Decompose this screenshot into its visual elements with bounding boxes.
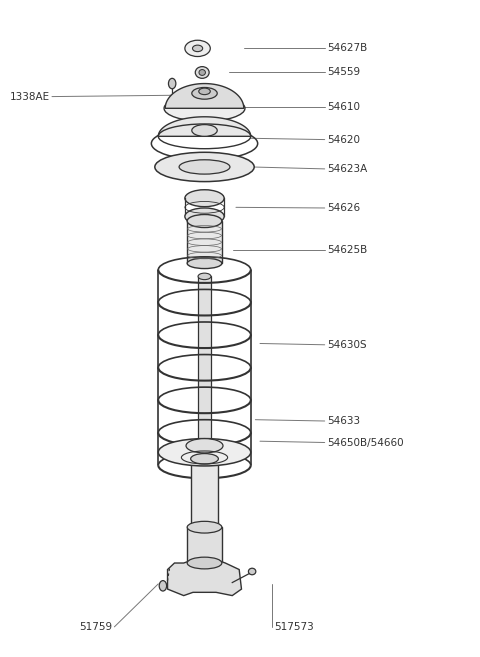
Ellipse shape — [192, 45, 203, 52]
Polygon shape — [165, 83, 244, 108]
Polygon shape — [158, 117, 251, 136]
Ellipse shape — [199, 70, 205, 76]
Text: 1338AE: 1338AE — [10, 91, 49, 102]
Ellipse shape — [158, 439, 251, 466]
Ellipse shape — [187, 214, 222, 227]
Ellipse shape — [168, 78, 176, 89]
Ellipse shape — [186, 439, 223, 453]
Text: 54559: 54559 — [327, 68, 360, 78]
FancyBboxPatch shape — [191, 459, 218, 527]
Text: 517573: 517573 — [274, 622, 313, 632]
Ellipse shape — [179, 160, 230, 174]
Text: 54633: 54633 — [327, 416, 360, 426]
Ellipse shape — [187, 521, 222, 533]
Text: 51759: 51759 — [79, 622, 112, 632]
Ellipse shape — [164, 95, 245, 122]
Ellipse shape — [192, 87, 217, 99]
Text: 54623A: 54623A — [327, 164, 367, 174]
Text: 54620: 54620 — [327, 135, 360, 145]
Ellipse shape — [191, 453, 218, 464]
Text: 54626: 54626 — [327, 203, 360, 213]
Text: 54627B: 54627B — [327, 43, 367, 53]
Text: 54610: 54610 — [327, 102, 360, 112]
Ellipse shape — [198, 273, 211, 280]
Ellipse shape — [199, 88, 210, 95]
Text: 54625B: 54625B — [327, 245, 367, 256]
FancyBboxPatch shape — [187, 221, 222, 263]
Ellipse shape — [185, 190, 224, 207]
FancyBboxPatch shape — [187, 527, 222, 563]
Ellipse shape — [159, 581, 167, 591]
Polygon shape — [168, 560, 241, 596]
Ellipse shape — [249, 568, 256, 575]
Text: 54650B/54660: 54650B/54660 — [327, 438, 404, 447]
Text: 54630S: 54630S — [327, 340, 367, 350]
Ellipse shape — [191, 522, 218, 532]
FancyBboxPatch shape — [198, 277, 211, 459]
Ellipse shape — [187, 258, 222, 269]
Ellipse shape — [185, 40, 210, 57]
Ellipse shape — [195, 66, 209, 78]
Ellipse shape — [185, 208, 224, 225]
Ellipse shape — [155, 152, 254, 181]
Ellipse shape — [187, 557, 222, 569]
Ellipse shape — [192, 125, 217, 136]
